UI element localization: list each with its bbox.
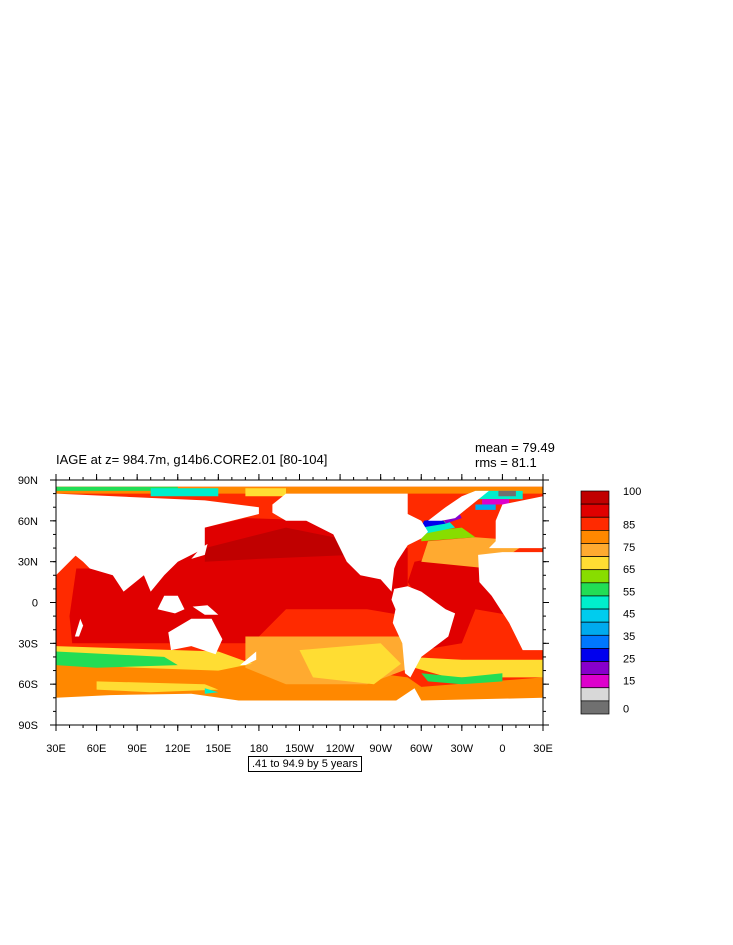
colorbar-box xyxy=(580,700,610,715)
colorbar-label: 35 xyxy=(623,631,635,643)
landmass-10 xyxy=(157,595,185,614)
colorbar-box xyxy=(580,608,610,623)
x-tick-label: 90E xyxy=(127,743,147,755)
x-tick-label: 0 xyxy=(499,743,505,755)
landmass-7 xyxy=(428,490,489,521)
y-tick-label: 90N xyxy=(18,475,38,487)
colorbar-box xyxy=(580,595,610,610)
colorbar-box xyxy=(580,621,610,636)
south-atlantic-yellow xyxy=(407,656,543,678)
colorbar-box xyxy=(580,582,610,597)
y-tick-label: 60N xyxy=(18,516,38,528)
arctic-yellow xyxy=(245,488,286,497)
y-axis: 90N 60N 30N 0 30S 60S 90S xyxy=(18,475,549,732)
south-atlantic-green xyxy=(421,673,503,685)
y-tick-label: 0 xyxy=(32,598,38,610)
colorbar-label: 0 xyxy=(623,703,629,715)
colorbar-label: 65 xyxy=(623,564,635,576)
landmass-12 xyxy=(191,544,208,559)
landmass-2 xyxy=(56,493,259,592)
southern-yellow-lower xyxy=(96,681,219,693)
colorbar-box xyxy=(580,634,610,649)
y-tick-label: 30N xyxy=(18,557,38,569)
colorbar-box xyxy=(580,490,610,505)
colorbar-label: 25 xyxy=(623,653,635,665)
landmass-9 xyxy=(56,688,543,725)
nordic-magenta xyxy=(482,499,510,505)
colorbar-label: 100 xyxy=(623,486,641,498)
colorbar-box xyxy=(580,543,610,557)
colorbar-box xyxy=(580,516,610,531)
x-tick-label: 30E xyxy=(533,743,553,755)
x-tick-label: 150E xyxy=(205,743,231,755)
landmass-3 xyxy=(488,496,543,549)
landmass-11 xyxy=(192,605,219,615)
landmass-6 xyxy=(272,493,428,592)
x-tick-label: 60E xyxy=(87,743,107,755)
colorbar: 100 85 75 65 55 45 35 25 15 0 xyxy=(580,486,641,715)
nordic-grey xyxy=(498,490,516,497)
southern-cyan-spot xyxy=(204,688,219,694)
colorbar-box xyxy=(580,503,610,518)
y-tick-label: 60S xyxy=(18,679,38,691)
arctic-green xyxy=(56,486,178,491)
colorbar-box xyxy=(580,569,610,584)
land-mask xyxy=(56,486,543,725)
x-tick-label: 180 xyxy=(250,743,268,755)
colorbar-label: 55 xyxy=(623,586,635,598)
colorbar-box xyxy=(580,556,610,571)
x-tick-label: 90W xyxy=(369,743,392,755)
north-pacific-darkred xyxy=(204,527,354,562)
colorbar-label: 85 xyxy=(623,519,635,531)
colorbar-box xyxy=(580,687,610,702)
colorbar-box xyxy=(580,530,610,544)
x-tick-label: 60W xyxy=(410,743,433,755)
colorbar-label: 75 xyxy=(623,542,635,554)
x-axis: 30E 60E 90E 120E 150E 180 150W 120W 90W 60W 30W 0 30… xyxy=(46,474,553,755)
landmass-5 xyxy=(240,651,257,666)
x-tick-label: 120E xyxy=(165,743,191,755)
indian-green-band xyxy=(56,651,178,668)
y-tick-label: 30S xyxy=(18,638,38,650)
y-tick-label: 90S xyxy=(18,720,38,732)
chart-title: IAGE at z= 984.7m, g14b6.CORE2.01 [80-10… xyxy=(56,452,328,467)
x-tick-label: 150W xyxy=(285,743,314,755)
x-tick-label: 30W xyxy=(451,743,474,755)
landmass-4 xyxy=(168,618,223,655)
landmass-1 xyxy=(478,552,543,651)
arctic-cyan xyxy=(150,488,219,497)
colorbar-label: 15 xyxy=(623,676,635,688)
colorbar-box xyxy=(580,674,610,689)
mean-stat: mean = 79.49 xyxy=(475,440,555,455)
colorbar-box xyxy=(580,661,610,675)
contour-note: .41 to 94.9 by 5 years xyxy=(248,756,362,772)
rms-stat: rms = 81.1 xyxy=(475,455,537,470)
nordic-blue xyxy=(475,504,496,510)
x-tick-label: 120W xyxy=(326,743,355,755)
landmass-13 xyxy=(74,618,84,637)
colorbar-box xyxy=(580,648,610,662)
colorbar-label: 45 xyxy=(623,609,635,621)
south-pacific-yellow xyxy=(299,643,401,685)
x-tick-label: 30E xyxy=(46,743,66,755)
landmass-8 xyxy=(391,586,456,678)
